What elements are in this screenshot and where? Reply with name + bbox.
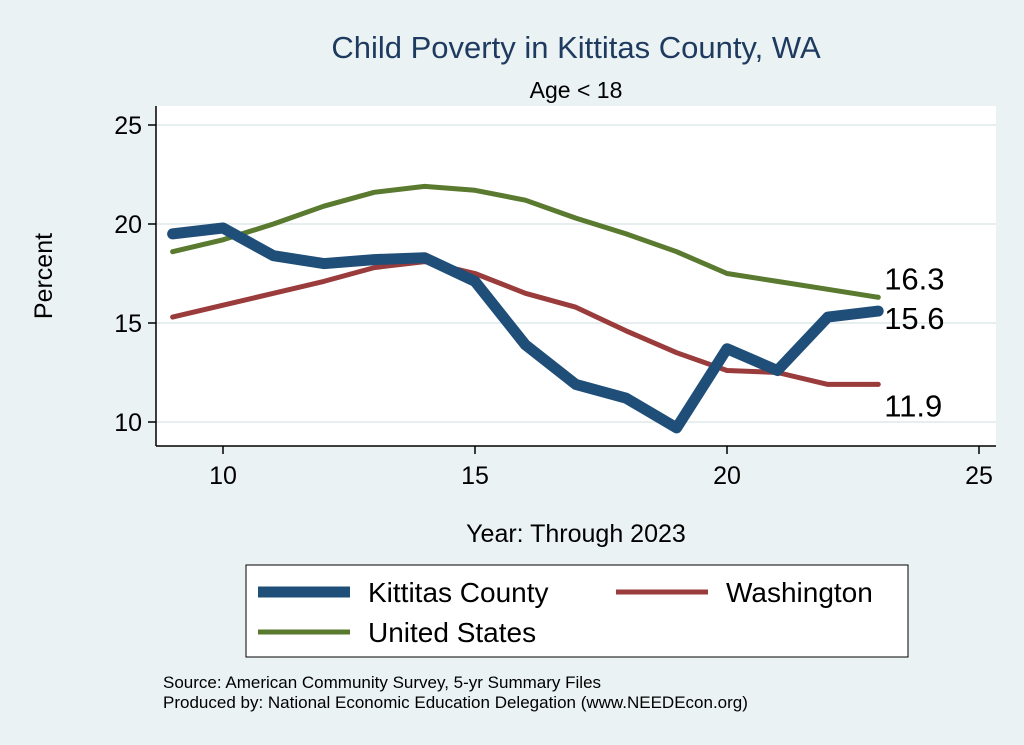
x-axis-label: Year: Through 2023: [466, 520, 686, 548]
x-tick-label-25: 25: [965, 462, 993, 490]
series-end-marker-washington: [875, 381, 881, 387]
y-tick-label-10: 10: [114, 409, 142, 437]
x-tick-label-10: 10: [209, 462, 237, 490]
y-tick-label-25: 25: [114, 112, 142, 140]
x-tick-label-20: 20: [713, 462, 741, 490]
series-line-united-states: [170, 183, 881, 300]
y-tick-label-15: 15: [114, 310, 142, 338]
end-label-washington: 11.9: [884, 388, 942, 423]
gridlines: [156, 124, 996, 423]
source-note: Source: American Community Survey, 5-yr …: [163, 673, 601, 692]
axes: 10 15 20 25 10 15 20 25: [114, 106, 996, 490]
y-tick-label-20: 20: [114, 211, 142, 239]
series-end-marker-kittitas-county: [875, 308, 881, 314]
series-line-washington: [170, 259, 881, 387]
producer-note: Produced by: National Economic Education…: [163, 693, 748, 712]
chart-subtitle: Age < 18: [530, 77, 623, 103]
end-label-united-states: 16.3: [884, 261, 944, 296]
end-labels: 15.6 11.9 16.3: [884, 261, 944, 423]
legend-label-washington: Washington: [726, 577, 873, 608]
legend: Kittitas County Washington United States: [245, 564, 909, 658]
end-label-kittitas-county: 15.6: [884, 301, 944, 336]
legend-box: [245, 564, 909, 658]
series-line-kittitas-county: [167, 222, 884, 434]
y-axis-label: Percent: [30, 233, 58, 319]
legend-label-united-states: United States: [368, 617, 536, 648]
chart-title: Child Poverty in Kittitas County, WA: [331, 30, 821, 65]
legend-label-kittitas-county: Kittitas County: [368, 577, 549, 608]
x-tick-label-15: 15: [461, 462, 489, 490]
plot-area: [156, 106, 996, 446]
series-end-marker-united-states: [875, 294, 881, 300]
series-group: [167, 183, 884, 434]
